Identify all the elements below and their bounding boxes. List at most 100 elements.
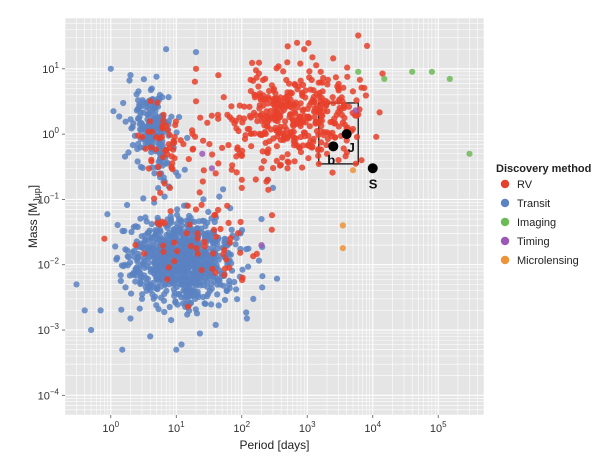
data-point <box>355 68 362 75</box>
data-point <box>236 114 243 121</box>
data-point <box>194 250 201 257</box>
data-point <box>292 135 299 142</box>
data-point <box>358 157 365 164</box>
y-tick-label: 10−2 <box>38 257 60 272</box>
data-point <box>209 151 216 158</box>
data-point <box>155 163 162 170</box>
data-point <box>228 103 235 110</box>
data-point <box>199 178 206 185</box>
data-point <box>204 229 211 236</box>
data-point <box>145 259 152 266</box>
planet-label: S <box>369 176 378 191</box>
data-point <box>265 186 272 193</box>
data-point <box>237 218 244 226</box>
data-point <box>335 108 342 115</box>
data-point <box>122 118 129 125</box>
data-point <box>212 269 219 276</box>
legend-entry: Microlensing <box>517 255 579 267</box>
legend-title: Discovery method <box>496 163 591 175</box>
data-point <box>237 249 244 256</box>
data-point <box>133 265 140 272</box>
data-point <box>241 103 248 110</box>
data-point <box>220 94 227 101</box>
data-point <box>152 227 159 234</box>
data-point <box>125 149 132 156</box>
data-point <box>183 278 190 285</box>
data-point <box>161 291 168 298</box>
data-point <box>276 162 284 169</box>
data-point <box>466 150 473 157</box>
data-point <box>160 111 167 118</box>
data-point <box>134 258 141 265</box>
data-point <box>239 277 246 284</box>
data-point <box>208 301 215 308</box>
data-point <box>215 160 222 167</box>
data-point <box>138 127 145 135</box>
data-point <box>238 184 245 191</box>
data-point <box>193 245 200 252</box>
data-point <box>119 346 126 353</box>
data-point <box>153 73 160 80</box>
data-point <box>252 112 259 119</box>
x-tick-label: 103 <box>299 420 316 435</box>
data-point <box>153 134 160 141</box>
data-point <box>191 78 198 85</box>
data-point <box>138 295 146 302</box>
data-point <box>356 76 363 83</box>
data-point <box>184 293 191 300</box>
series-timing <box>199 107 359 249</box>
data-point <box>221 235 228 242</box>
data-point <box>277 136 284 143</box>
data-point <box>221 271 228 279</box>
data-point <box>214 281 221 288</box>
data-point <box>155 158 162 165</box>
data-point <box>286 114 293 121</box>
data-point <box>352 107 359 114</box>
data-point <box>101 235 108 242</box>
data-point <box>335 80 342 87</box>
data-point <box>310 135 317 143</box>
data-point <box>214 245 221 252</box>
data-point <box>154 219 161 227</box>
data-point <box>156 259 163 266</box>
data-point <box>264 176 271 183</box>
data-point <box>117 272 124 279</box>
data-point <box>301 46 308 53</box>
data-point <box>246 125 253 133</box>
data-point <box>381 75 388 82</box>
data-point <box>140 123 147 130</box>
data-point <box>188 243 195 250</box>
legend-entry: Timing <box>517 236 550 248</box>
data-point <box>200 167 207 174</box>
data-point <box>181 288 188 295</box>
data-point <box>169 160 176 167</box>
data-point <box>268 226 275 233</box>
data-point <box>196 189 203 196</box>
data-point <box>213 262 220 269</box>
data-point <box>248 130 255 137</box>
data-point <box>151 170 158 177</box>
data-point <box>161 255 168 262</box>
data-point <box>184 202 191 209</box>
data-point <box>174 211 181 218</box>
data-point <box>250 295 257 302</box>
data-point <box>88 326 95 334</box>
data-point <box>254 118 261 125</box>
data-point <box>258 216 265 223</box>
data-point <box>373 133 380 140</box>
data-point <box>153 285 160 292</box>
data-point <box>304 113 311 121</box>
data-point <box>239 147 246 154</box>
data-point <box>241 135 249 143</box>
data-point <box>136 305 143 312</box>
data-point <box>428 68 435 75</box>
data-points <box>73 32 473 353</box>
data-point <box>152 146 159 153</box>
data-point <box>145 236 152 243</box>
data-point <box>259 273 266 280</box>
data-point <box>147 123 155 130</box>
data-point <box>135 250 142 257</box>
data-point <box>263 108 270 115</box>
data-point <box>189 228 196 235</box>
data-point <box>168 153 175 160</box>
